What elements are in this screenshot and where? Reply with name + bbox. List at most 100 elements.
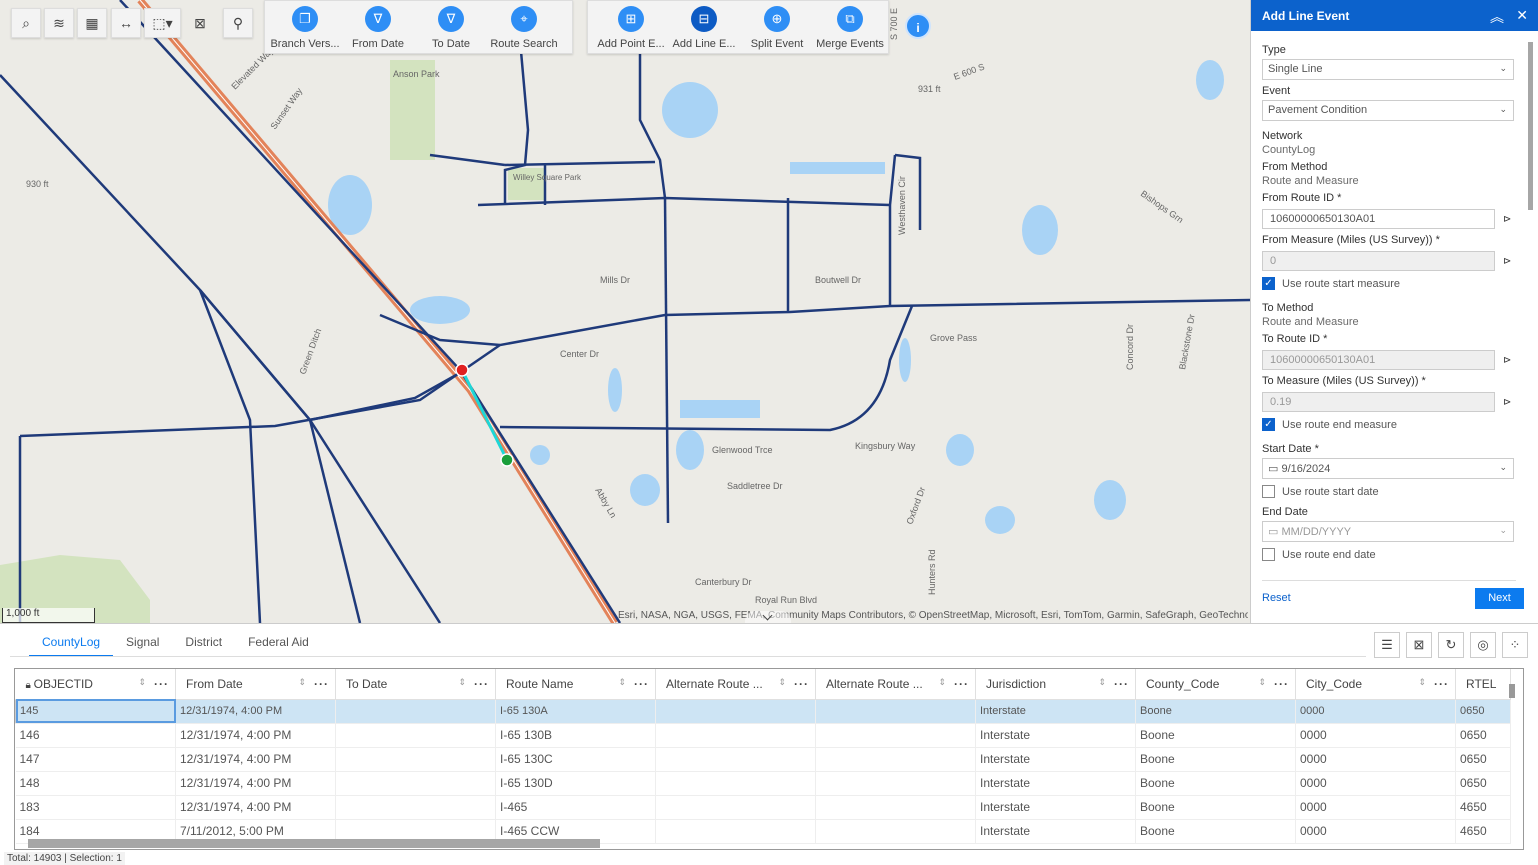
branch-vers-button[interactable]: ❐ Branch Vers... [270,6,340,50]
to-route-input[interactable]: 10600000650130A01 [1262,350,1495,370]
table-cell[interactable]: I-65 130C [495,747,656,772]
select-button[interactable]: ⬚▾ [144,8,181,38]
table-cell[interactable] [335,723,496,748]
column-menu-icon[interactable]: ··· [1434,676,1449,691]
refresh-icon[interactable]: ↻ [1438,632,1464,658]
table-cell[interactable] [655,795,816,820]
toggle-columns-icon[interactable]: ◎ [1470,632,1496,658]
table-cell[interactable]: I-65 130D [495,771,656,796]
tab-signal[interactable]: Signal [126,635,160,649]
table-cell[interactable]: Interstate [975,819,1136,844]
from-measure-input[interactable]: 0 [1262,251,1495,271]
tab-countylog[interactable]: CountyLog [29,624,114,657]
table-cell[interactable]: Interstate [975,723,1136,748]
column-header[interactable]: 🔒︎ ··· ⇕ OBJECTID [15,669,176,700]
type-select[interactable]: Single Line ⌄ [1262,59,1514,80]
table-cell[interactable]: 12/31/1974, 4:00 PM [175,699,336,724]
table-cell[interactable] [815,795,976,820]
column-header[interactable]: ··· ⇕ Alternate Route ... [655,669,816,700]
sort-icon[interactable]: ⇕ [1258,676,1266,687]
table-cell[interactable]: 0650 [1455,723,1511,748]
show-selected-icon[interactable]: ☰ [1374,632,1400,658]
table-cell[interactable]: 147 [15,747,176,772]
map-view[interactable]: Anson Park Willey Square Park Elevated W… [0,0,1250,623]
tab-federal-aid[interactable]: Federal Aid [248,635,309,649]
add-line-e-button[interactable]: ⊟ Add Line E... [669,6,739,50]
from-date-button[interactable]: ∇ From Date [343,6,413,50]
start-date-picker[interactable]: ▭ 9/16/2024 ⌄ [1262,458,1514,479]
end-date-picker[interactable]: ▭ MM/DD/YYYY ⌄ [1262,521,1514,542]
table-cell[interactable] [655,771,816,796]
table-cell[interactable]: I-65 130B [495,723,656,748]
table-row[interactable]: 183 12/31/1974, 4:00 PM I-465 Interstate Boo… [15,795,1511,820]
table-cell[interactable] [815,771,976,796]
column-header[interactable]: ··· ⇕ From Date [175,669,336,700]
collapse-panel-icon[interactable]: ︽ [1490,9,1504,25]
table-cell[interactable]: 4650 [1455,795,1511,820]
identify-button[interactable]: ⚲ [223,8,253,38]
sort-icon[interactable]: ⇕ [458,676,466,687]
column-header[interactable]: ··· ⇕ To Date [335,669,496,700]
table-cell[interactable]: 0650 [1455,699,1511,724]
use-end-date-checkbox[interactable]: Use route end date [1262,548,1527,561]
merge-events-button[interactable]: ⧉ Merge Events [815,6,885,50]
table-cell[interactable]: 0000 [1295,771,1456,796]
collapse-table-button[interactable] [745,610,791,623]
table-cell[interactable]: 12/31/1974, 4:00 PM [175,771,336,796]
table-cell[interactable]: 183 [15,795,176,820]
table-cell[interactable] [335,747,496,772]
use-start-measure-checkbox[interactable]: ✓ Use route start measure [1262,277,1527,290]
sort-icon[interactable]: ⇕ [938,676,946,687]
use-end-measure-checkbox[interactable]: ✓ Use route end measure [1262,418,1527,431]
table-cell[interactable]: Boone [1135,723,1296,748]
table-cell[interactable]: Boone [1135,795,1296,820]
layers-button[interactable]: ≋ [44,8,74,38]
clear-selection-button[interactable]: ⊠ [185,8,215,38]
table-cell[interactable]: 0650 [1455,747,1511,772]
pick-on-map-icon[interactable]: ⊳ [1503,256,1512,267]
table-cell[interactable]: 0000 [1295,819,1456,844]
table-cell[interactable]: Boone [1135,699,1296,724]
sort-icon[interactable]: ⇕ [1418,676,1426,687]
column-header[interactable]: ··· ⇕ County_Code [1135,669,1296,700]
to-date-button[interactable]: ∇ To Date [416,6,486,50]
table-cell[interactable]: 12/31/1974, 4:00 PM [175,723,336,748]
table-cell[interactable]: 148 [15,771,176,796]
column-header[interactable]: ··· ⇕ Alternate Route ... [815,669,976,700]
column-menu-icon[interactable]: ··· [1274,676,1289,691]
table-cell[interactable]: Boone [1135,819,1296,844]
split-event-button[interactable]: ⊕ Split Event [742,6,812,50]
table-cell[interactable] [655,699,816,724]
info-button[interactable]: i [905,13,931,39]
column-menu-icon[interactable]: ··· [314,676,329,691]
table-cell[interactable]: 0000 [1295,747,1456,772]
table-vertical-scrollbar[interactable] [1509,684,1515,698]
table-cell[interactable]: 146 [15,723,176,748]
table-cell[interactable] [815,819,976,844]
sort-icon[interactable]: ⇕ [298,676,306,687]
to-measure-input[interactable]: 0.19 [1262,392,1495,412]
table-cell[interactable] [815,699,976,724]
pick-on-map-icon[interactable]: ⊳ [1503,397,1512,408]
sort-icon[interactable]: ⇕ [138,676,146,687]
table-cell[interactable]: I-465 [495,795,656,820]
grid-options-icon[interactable]: ⁘ [1502,632,1528,658]
next-button[interactable]: Next [1475,588,1524,609]
table-cell[interactable]: Interstate [975,795,1136,820]
basemap-gallery-button[interactable]: ▦ [77,8,107,38]
search-button[interactable]: ⌕ [11,8,41,38]
clear-selection-icon[interactable]: ⊠ [1406,632,1432,658]
sort-icon[interactable]: ⇕ [778,676,786,687]
measure-button[interactable]: ↔ [111,8,141,38]
table-row[interactable]: 145 12/31/1974, 4:00 PM I-65 130A Interstat… [15,699,1511,724]
column-header[interactable]: RTEL [1455,669,1511,700]
table-cell[interactable]: Boone [1135,771,1296,796]
column-menu-icon[interactable]: ··· [1114,676,1129,691]
table-cell[interactable]: 4650 [1455,819,1511,844]
table-cell[interactable] [335,771,496,796]
reset-button[interactable]: Reset [1262,592,1291,604]
table-cell[interactable]: Interstate [975,747,1136,772]
add-point-e-button[interactable]: ⊞ Add Point E... [596,6,666,50]
table-cell[interactable] [815,747,976,772]
table-cell[interactable] [335,795,496,820]
